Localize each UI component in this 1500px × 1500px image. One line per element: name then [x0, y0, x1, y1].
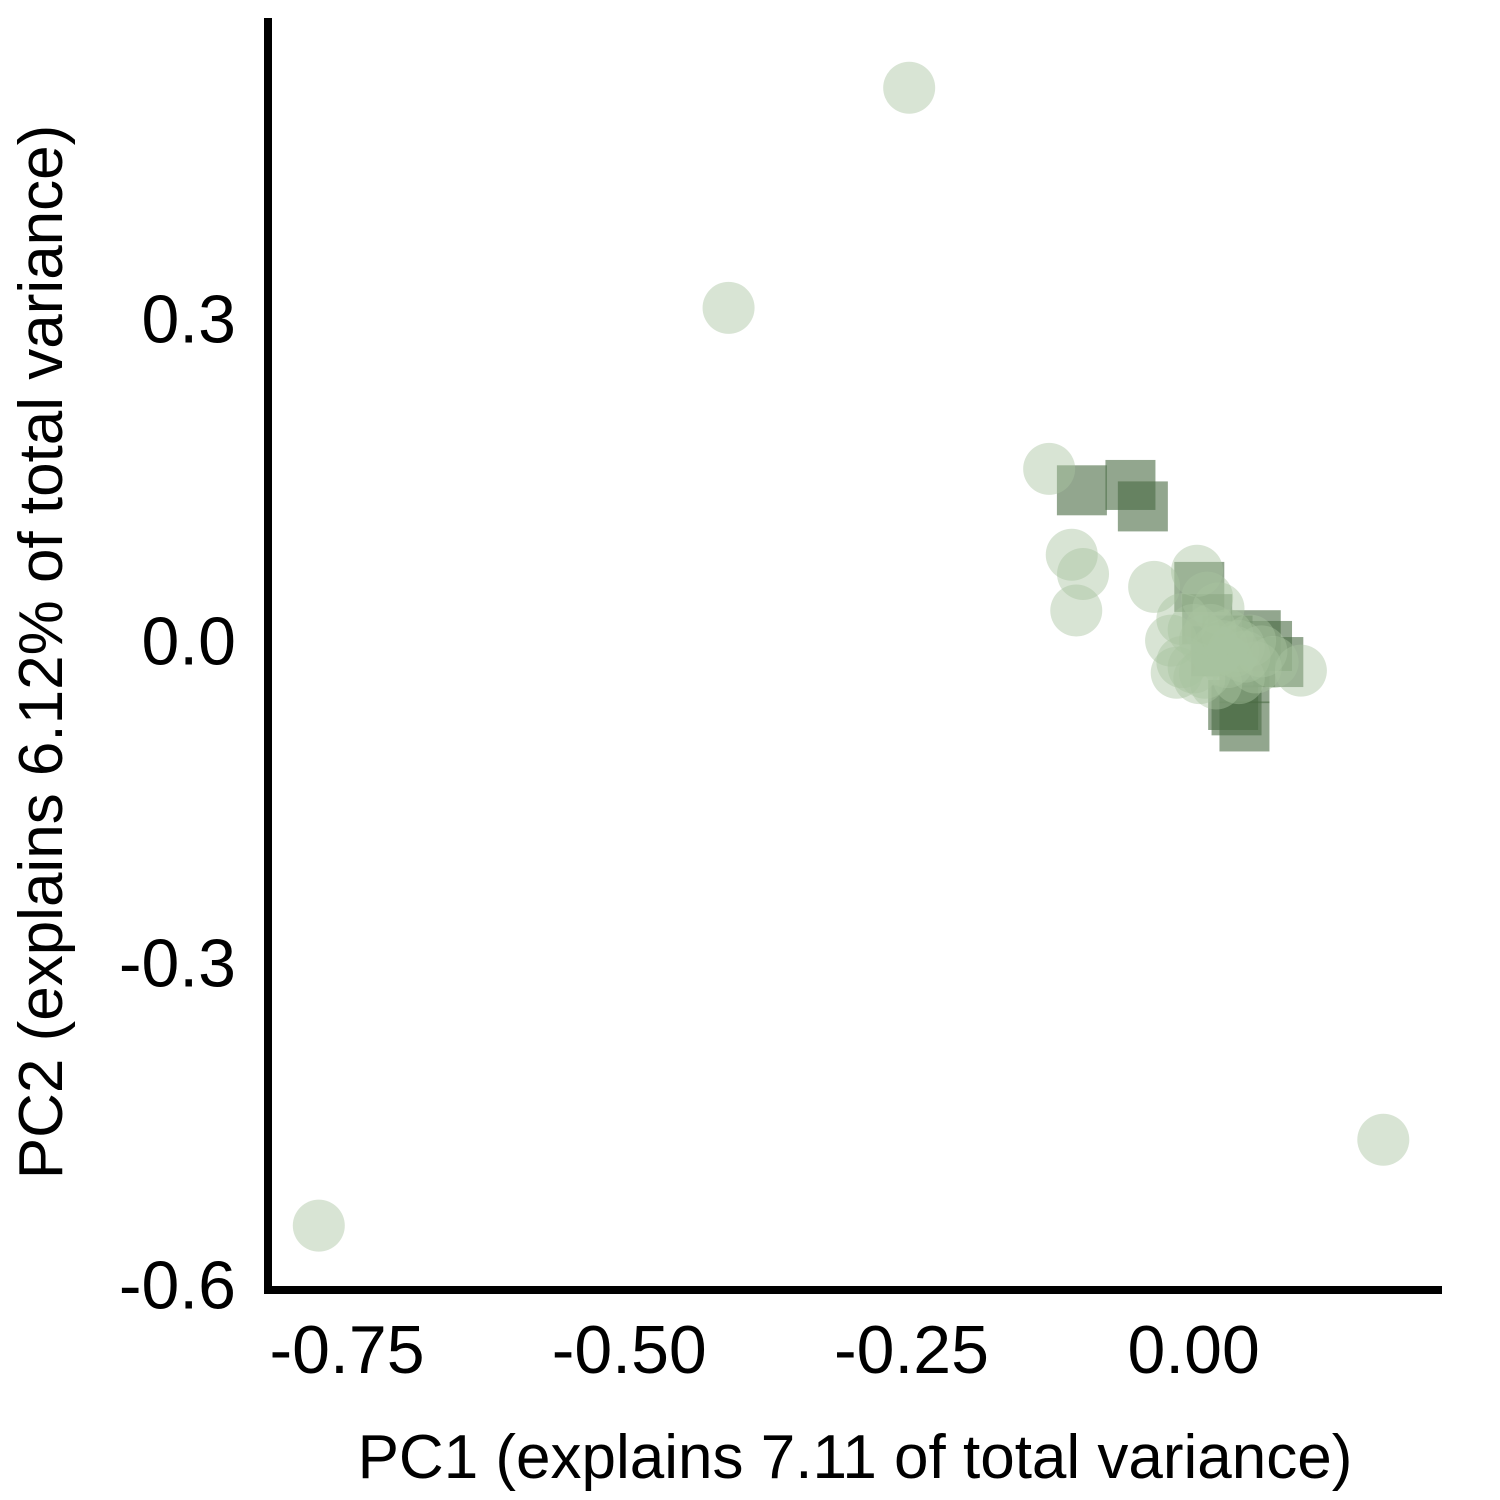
circle-point	[1195, 619, 1248, 672]
square-point	[1225, 637, 1276, 688]
circle-point	[1181, 571, 1234, 624]
circle-point	[292, 1199, 345, 1252]
y-axis-title: PC2 (explains 6.12% of total variance)	[7, 125, 76, 1180]
circle-point	[1167, 603, 1220, 656]
data-points	[292, 61, 1410, 1252]
y-tick-labels: 0.3 0.0 -0.3 -0.6	[119, 282, 236, 1324]
circle-point	[1229, 641, 1282, 694]
circle-point	[1171, 544, 1224, 597]
circle-point	[1128, 560, 1181, 613]
circle-point	[1190, 625, 1243, 678]
circle-point	[1192, 582, 1245, 635]
circle-point	[1224, 614, 1277, 667]
circle-point	[1173, 652, 1226, 705]
y-tick-label: -0.6	[119, 1248, 236, 1324]
circle-point	[1156, 593, 1209, 646]
y-tick-label: 0.3	[141, 282, 236, 358]
circle-point	[1050, 584, 1103, 637]
y-tick-label: -0.3	[119, 926, 236, 1002]
circle-point	[1156, 636, 1209, 689]
circle-point	[1178, 614, 1231, 667]
circle-point	[702, 281, 755, 334]
circle-point	[883, 61, 936, 114]
circle-point	[1150, 646, 1203, 699]
circle-point	[1023, 442, 1076, 495]
square-point	[1219, 701, 1270, 752]
circle-point	[1201, 609, 1254, 662]
square-point	[1056, 465, 1107, 516]
circle-point	[1178, 646, 1231, 699]
circle-point	[1045, 528, 1098, 581]
x-tick-label: -0.50	[552, 1312, 707, 1388]
x-tick-label: -0.75	[270, 1312, 425, 1388]
y-tick-label: 0.0	[141, 604, 236, 680]
circle-point	[1190, 657, 1243, 710]
x-axis-title: PC1 (explains 7.11 of total variance)	[358, 1423, 1353, 1492]
circle-point	[1218, 630, 1271, 683]
x-tick-labels: -0.75 -0.50 -0.25 0.00	[270, 1312, 1260, 1388]
x-tick-label: -0.25	[834, 1312, 989, 1388]
circle-point	[1184, 603, 1237, 656]
circle-point	[1274, 644, 1327, 697]
circle-point	[1201, 636, 1254, 689]
circle-point	[1167, 641, 1220, 694]
square-point	[1117, 481, 1168, 532]
circle-point	[1145, 614, 1198, 667]
circle-point	[1207, 625, 1260, 678]
x-tick-label: 0.00	[1127, 1312, 1259, 1388]
circle-point	[1357, 1113, 1410, 1166]
circle-point	[1057, 548, 1110, 601]
circle-point	[1246, 636, 1299, 689]
circle-point	[1212, 652, 1265, 705]
circle-point	[1212, 619, 1265, 672]
circle-point	[1235, 625, 1288, 678]
